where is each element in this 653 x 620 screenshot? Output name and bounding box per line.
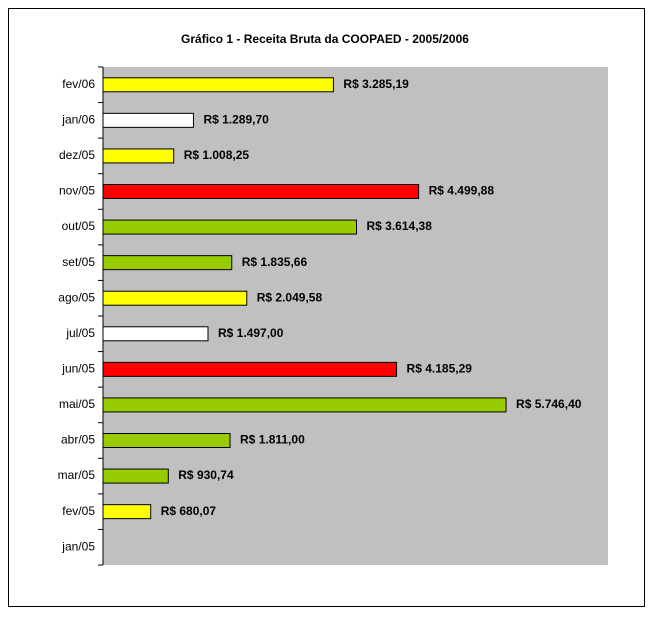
data-label: R$ 4.499,88: [429, 184, 495, 198]
y-tick-label: fev/05: [62, 504, 95, 518]
bar: [102, 504, 152, 520]
y-tick-label: abr/05: [61, 433, 95, 447]
y-tick-label: jan/06: [61, 113, 95, 127]
data-label: R$ 1.811,00: [240, 433, 305, 447]
y-tick-label: out/05: [62, 219, 96, 233]
bar: [102, 290, 248, 306]
y-tick-label: set/05: [62, 255, 95, 269]
data-label: R$ 2.049,58: [257, 290, 323, 304]
bar: [102, 148, 175, 164]
y-tick-label: jun/05: [61, 362, 95, 376]
y-tick-label: mai/05: [59, 397, 95, 411]
bar: [102, 433, 231, 448]
bar: [102, 184, 420, 199]
y-tick-label: dez/05: [59, 148, 95, 162]
data-label: R$ 680,07: [161, 504, 217, 518]
data-label: R$ 1.497,00: [218, 326, 284, 340]
data-label: R$ 3.614,38: [367, 219, 433, 233]
plot-area: [103, 67, 608, 565]
y-tick-label: nov/05: [59, 184, 95, 198]
bar: [102, 361, 398, 377]
y-tick-label: jul/05: [65, 326, 95, 340]
bar: [102, 326, 209, 342]
data-label: R$ 930,74: [178, 468, 234, 482]
data-label: R$ 4.185,29: [407, 362, 473, 376]
y-tick-label: mar/05: [58, 468, 96, 482]
data-label: R$ 1.008,25: [184, 148, 250, 162]
data-label: R$ 1.289,70: [203, 113, 269, 127]
data-label: R$ 5.746,40: [516, 397, 582, 411]
bar: [102, 112, 194, 128]
y-tick-label: fev/06: [62, 77, 95, 91]
bar: [102, 219, 358, 235]
bar: [102, 255, 233, 271]
y-tick-label: ago/05: [58, 290, 95, 304]
data-label: R$ 3.285,19: [343, 77, 409, 91]
bar: [102, 77, 334, 93]
data-label: R$ 1.835,66: [242, 255, 308, 269]
chart-title: Gráfico 1 - Receita Bruta da COOPAED - 2…: [181, 32, 469, 46]
y-tick-label: jan/05: [61, 539, 95, 553]
bar: [102, 468, 169, 484]
bar: [102, 397, 507, 413]
